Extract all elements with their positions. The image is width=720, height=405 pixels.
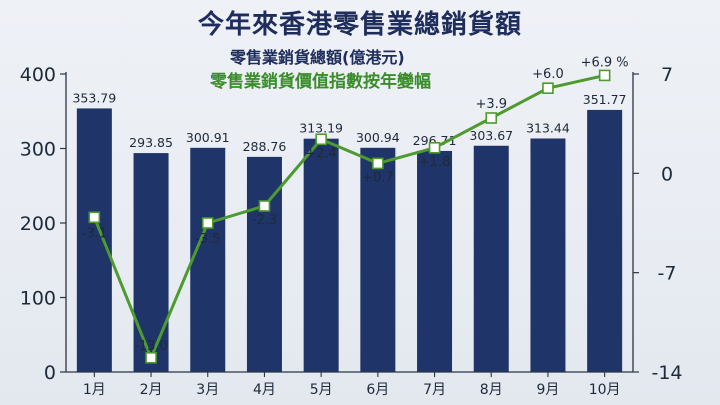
left-tick-label: 300 [20,139,56,161]
line-marker [201,217,214,229]
line-value-label: +1.8 [419,155,451,170]
line-marker [145,352,157,364]
bar [587,109,623,373]
bar-series [76,108,623,373]
bar-value-label: 293.85 [129,135,173,150]
bar-series-subtitle: 零售業銷貨總額(億港元) [230,48,405,67]
line-value-label: -3.1 [82,226,107,241]
x-tick-label: 6月 [366,382,389,398]
x-tick-label: 5月 [310,382,333,398]
left-tick-label: 0 [44,362,56,384]
bar-value-label: 300.94 [356,130,400,145]
right-tick-label: -7 [658,263,677,285]
bar [76,108,112,372]
bar [530,138,566,372]
line-value-label: +6.0 [532,67,564,82]
left-tick-label: 400 [20,64,56,86]
x-tick-label: 8月 [480,382,503,398]
left-tick-label: 200 [20,213,56,235]
bar-data-labels: 353.79 293.85 300.91 288.76 313.19 300.94 296.… [72,90,626,153]
bar-value-label: 353.79 [72,90,116,105]
bar-value-label: 351.77 [583,92,627,107]
line-marker [88,211,101,224]
line-marker [598,69,611,82]
left-tick-label: 100 [20,288,56,310]
bar [190,147,226,372]
bar [303,138,339,372]
line-marker [315,133,327,146]
x-tick-label: 4月 [253,382,276,398]
left-y-axis: 0 100 200 300 400 [20,64,67,384]
chart-title: 今年來香港零售業總銷貨額 [197,10,522,40]
bar-value-label: 288.76 [243,139,287,154]
x-tick-label: 7月 [423,382,446,398]
x-tick-label: 3月 [196,382,219,398]
line-value-label: -2.3 [252,213,277,228]
bar [246,156,282,372]
line-marker [428,141,441,154]
x-tick-label: 2月 [140,382,163,398]
right-tick-label: 0 [661,163,673,185]
right-y-axis: -14 -7 0 7 [632,64,683,384]
line-value-label: +0.7 [362,170,394,185]
x-tick-label: 9月 [536,382,559,398]
bar-value-label: 296.71 [413,133,457,148]
bar-value-label: 313.19 [299,121,343,136]
line-value-label: +2.4 [305,146,337,161]
bar-value-label: 313.44 [526,120,570,135]
bar-value-label: 300.91 [186,130,230,145]
bar-value-label: 303.67 [469,128,513,143]
right-tick-label: -14 [651,362,682,384]
line-series [88,69,611,364]
line-data-labels: -3.1 -13.0 -3.5 -2.3 +2.4 +0.7 +1.8 +3.9 +6.0 +6.… [82,55,629,353]
line-value-label: +6.9 % [581,55,629,70]
line-value-label: -13.0 [134,339,168,354]
line-value-label: -3.5 [195,232,220,247]
line-value-label: +3.9 [475,97,507,112]
right-tick-label: 7 [661,64,673,86]
bar [360,147,396,372]
line-marker [258,200,271,212]
x-tick-label: 10月 [589,382,621,398]
line-series-subtitle: 零售業銷貨價值指數按年變幅 [210,72,431,92]
line-marker [485,112,498,124]
line-marker [372,157,384,170]
x-axis: 1月 2月 3月 4月 5月 6月 7月 8月 9月 10月 [66,371,633,398]
line-marker [542,82,554,94]
line-path [92,73,605,360]
bar [133,153,169,372]
bar [473,145,509,372]
bar [417,150,453,372]
x-tick-label: 1月 [83,382,106,398]
